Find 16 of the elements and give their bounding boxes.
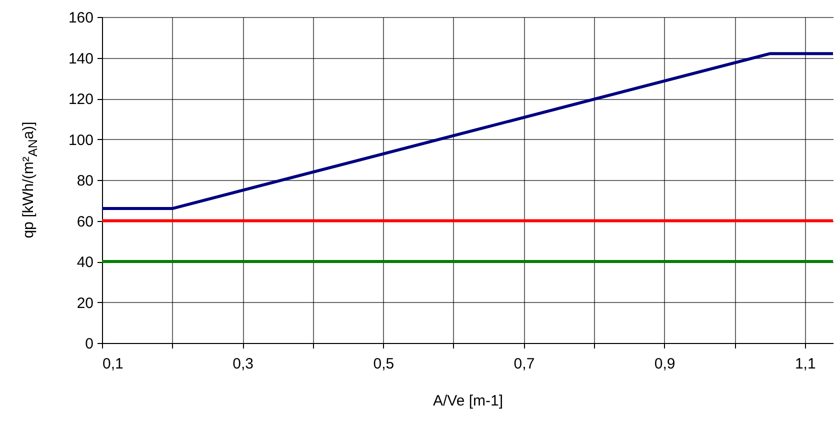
y-tick-label: 80: [76, 172, 94, 190]
y-tick-label: 60: [76, 213, 94, 230]
x-axis-title: A/Ve [m-1]: [432, 392, 504, 410]
x-tick-label: 0,9: [654, 356, 676, 372]
x-tick-label: 1,1: [794, 356, 816, 372]
x-tick-label: 0,7: [514, 356, 535, 372]
y-tick-label: 40: [76, 254, 94, 271]
y-tick-label: 100: [68, 132, 94, 149]
x-tick-label: 0,1: [102, 356, 124, 372]
y-tick-label: 120: [68, 91, 94, 108]
x-tick-label: 0,5: [373, 356, 394, 372]
y-tick-label: 20: [76, 294, 94, 312]
y-tick-label: 140: [68, 50, 94, 68]
x-tick-label: 0,3: [232, 356, 254, 372]
y-tick-label: 160: [68, 10, 94, 26]
y-tick-label: 0: [85, 336, 94, 352]
